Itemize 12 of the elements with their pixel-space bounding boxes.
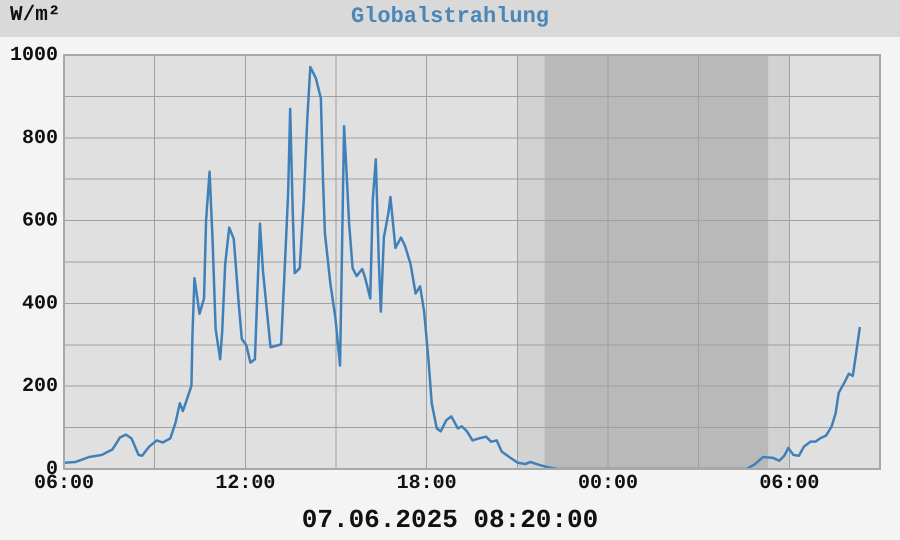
y-tick-label: 200 xyxy=(22,375,58,398)
x-tick-label: 06:00 xyxy=(759,472,820,496)
chart-title: Globalstrahlung xyxy=(350,4,550,29)
y-tick-label: 600 xyxy=(22,210,58,233)
y-tick-label: 800 xyxy=(22,126,58,150)
x-tick-label: 12:00 xyxy=(215,472,276,496)
x-tick-label: 00:00 xyxy=(578,472,638,496)
y-tick-label: 400 xyxy=(22,292,58,316)
x-tick-label: 18:00 xyxy=(396,472,457,496)
text: 07.06.2025 08:20:00 xyxy=(300,505,600,535)
y-tick-label: 1000 xyxy=(10,44,58,68)
y-axis-title: W/m² xyxy=(10,4,60,27)
